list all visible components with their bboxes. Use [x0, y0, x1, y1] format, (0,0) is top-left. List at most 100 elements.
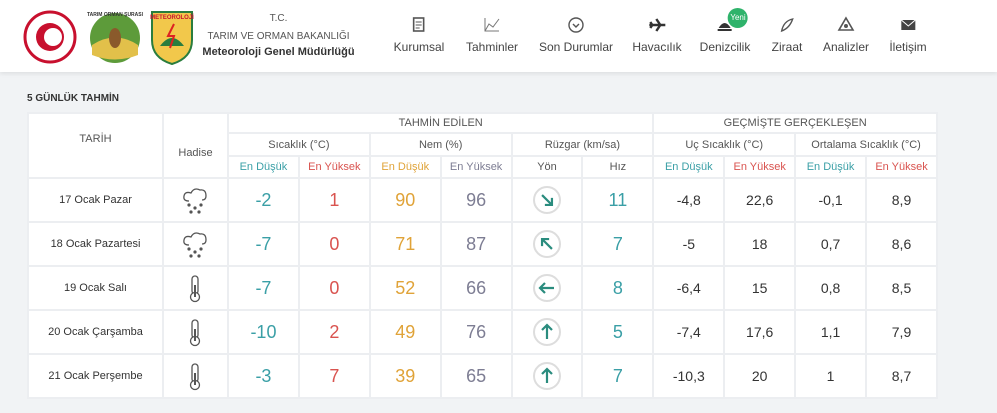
column-header: Yön [510, 155, 584, 179]
forecast-table: TARİH Hadise TAHMİN EDİLEN GEÇMİŞTE GERÇEKL… [27, 112, 938, 399]
nav-item[interactable]: Son Durumlar [539, 16, 613, 54]
value-cell: -3 [227, 353, 300, 399]
column-header: En Düşük [227, 155, 300, 179]
wind-arrow [533, 362, 561, 390]
icon-shape [538, 282, 554, 294]
nav-item[interactable]: Havacılık [632, 16, 682, 54]
section-title: 5 GÜNLÜK TAHMİN [27, 93, 120, 104]
icon-shape [781, 18, 795, 33]
nav-item[interactable]: Analizler [823, 16, 869, 54]
data-row: 19 Ocak Salı -7 0 52 66 8 -6,4 15 0,8 8,5 [27, 265, 938, 311]
wind-direction-cell [510, 309, 584, 355]
column-header: En Düşük [368, 155, 442, 179]
value-cell: -4,8 [652, 177, 726, 223]
data-row: 21 Ocak Perşembe -3 7 39 65 7 -10,3 20 1 8,7 [27, 353, 938, 399]
nav-item[interactable]: İletişim [889, 16, 927, 54]
column-header: En Düşük [652, 155, 726, 179]
column-header: Hız [581, 155, 655, 179]
value-cell: 0,7 [794, 221, 868, 267]
icon-shape [538, 282, 554, 294]
wind-direction-cell [510, 177, 584, 223]
sub-header: Rüzgar (km/sa) [510, 132, 655, 157]
column-header: En Yüksek [723, 155, 797, 179]
nav-item[interactable]: Ziraat [772, 16, 802, 54]
value-cell: 71 [368, 221, 442, 267]
value-cell: 20 [723, 353, 797, 399]
value-cell: 1 [297, 177, 371, 223]
value-cell: -7 [227, 265, 300, 311]
data-row: 18 Ocak Pazartesi -7 0 71 87 7 -5 18 0,7 8,6 [27, 221, 938, 267]
nav-icon [484, 18, 500, 32]
header-row: En Düşük En Yüksek En Düşük En Yüksek Yön Hız… [28, 155, 938, 179]
icon-shape [186, 203, 191, 207]
date-cell: 19 Ocak Salı [27, 265, 164, 311]
wind-arrow [533, 318, 561, 346]
value-cell: -7,4 [652, 309, 726, 355]
date-header: TARİH [27, 112, 164, 179]
table-body: TARİH Hadise TAHMİN EDİLEN GEÇMİŞTE GERÇEKL… [27, 112, 938, 399]
icon-shape [541, 367, 553, 383]
sub-header: Uç Sıcaklık (°C) [652, 132, 797, 157]
hadise-header: Hadise [162, 112, 229, 179]
icon-shape [416, 21, 422, 29]
icon-shape [900, 19, 916, 27]
value-cell: -7 [227, 221, 300, 267]
org-line: TARIM VE ORMAN BAKANLIĞI [207, 31, 350, 42]
sub-header: Ortalama Sıcaklık (°C) [794, 132, 938, 157]
value-cell: -10,3 [652, 353, 726, 399]
sub-header: Nem (%) [368, 132, 513, 157]
value-cell: 22,6 [723, 177, 797, 223]
nav-icon [718, 23, 732, 31]
value-cell: 7 [581, 353, 655, 399]
value-cell: 8,9 [865, 177, 938, 223]
value-cell: 1 [794, 353, 868, 399]
nav-item[interactable]: Kurumsal [393, 16, 445, 54]
nav-label: Kurumsal [393, 40, 445, 54]
nav-item[interactable]: Denizcilik Yeni [700, 8, 750, 54]
value-cell: 66 [439, 265, 513, 311]
nav-icon [900, 19, 916, 30]
date-cell: 18 Ocak Pazartesi [27, 221, 164, 267]
icon-shape [568, 17, 584, 33]
value-cell: 11 [581, 177, 655, 223]
value-cell: 65 [439, 353, 513, 399]
icon-shape [196, 210, 201, 214]
wind-direction-cell [510, 221, 584, 267]
hadise-icon [182, 232, 207, 258]
data-row: 17 Ocak Pazar -2 1 90 96 11 -4,8 22,6 -0,1 8,9 [27, 177, 938, 223]
value-cell: 18 [723, 221, 797, 267]
nav-label: Havacılık [632, 40, 682, 54]
value-cell: -5 [652, 221, 726, 267]
hadise-cell [162, 221, 229, 267]
column-header: En Yüksek [297, 155, 371, 179]
icon-shape [188, 254, 193, 258]
icon-shape [182, 232, 207, 246]
nav-icon [413, 17, 425, 32]
hadise-icon [189, 319, 200, 347]
icon-shape [196, 254, 201, 258]
nav-icon [781, 18, 795, 33]
group-header: TAHMİN EDİLEN [226, 112, 655, 134]
nav-label: Son Durumlar [538, 40, 614, 54]
wind-arrow [533, 274, 561, 302]
icon-shape [192, 250, 197, 254]
wind-direction-cell [510, 353, 584, 399]
logo-text: TARIM ORMAN ŞURASI [87, 12, 144, 18]
nav-item[interactable]: Tahminler [466, 16, 518, 54]
hadise-icon [182, 188, 207, 214]
group-header: GEÇMİŞTE GERÇEKLEŞEN [652, 112, 938, 134]
icon-shape [484, 18, 499, 32]
value-cell: -2 [227, 177, 300, 223]
value-cell: 76 [439, 309, 513, 355]
icon-shape [484, 18, 500, 32]
value-cell: 1,1 [794, 309, 868, 355]
icon-shape [541, 323, 553, 339]
icon-shape [541, 194, 554, 207]
icon-shape [540, 237, 553, 250]
header-row: TARİH Hadise TAHMİN EDİLEN GEÇMİŞTE GERÇEKL… [27, 112, 938, 179]
date-cell: 21 Ocak Perşembe [27, 353, 164, 399]
value-cell: 0 [297, 265, 371, 311]
value-cell: 15 [723, 265, 797, 311]
value-cell: 7 [581, 221, 655, 267]
value-cell: -0,1 [794, 177, 868, 223]
